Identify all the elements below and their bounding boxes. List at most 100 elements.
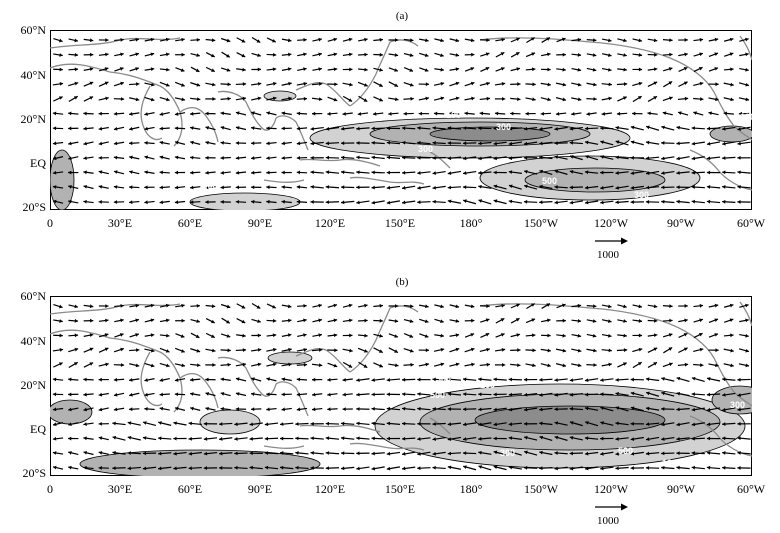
wind-arrow	[449, 81, 460, 87]
wind-arrow	[723, 303, 734, 308]
wind-arrow	[464, 333, 475, 338]
wind-arrow	[494, 111, 506, 116]
wind-arrow	[523, 169, 538, 175]
wind-arrow	[190, 111, 201, 116]
wind-arrow	[296, 156, 308, 160]
wind-arrow	[630, 155, 644, 160]
wind-arrow	[219, 451, 233, 456]
wind-arrow	[630, 377, 644, 382]
wind-arrow	[706, 141, 721, 146]
wind-arrow	[434, 52, 444, 58]
wind-arrow	[462, 436, 477, 441]
coastline	[479, 303, 671, 325]
wind-arrow	[586, 112, 597, 116]
wind-arrow	[661, 185, 675, 190]
wind-arrow	[144, 392, 155, 397]
wind-arrow	[601, 319, 612, 323]
wind-arrow	[615, 155, 629, 160]
wind-arrow	[737, 155, 751, 160]
contour-label: 500	[618, 446, 633, 456]
wind-arrow	[296, 170, 308, 175]
wind-arrow	[52, 451, 64, 455]
wind-arrow	[373, 362, 384, 368]
wind-arrow	[386, 406, 401, 411]
wind-arrow	[205, 97, 216, 101]
panel-b: (b) 60°N 40°N 20°N EQ 20°S 300 500 300 100 5…	[0, 266, 780, 532]
wind-arrow	[554, 185, 568, 189]
wind-arrow	[203, 451, 218, 456]
wind-arrow	[113, 170, 125, 175]
wind-arrow	[205, 332, 216, 339]
wind-arrow	[325, 466, 340, 471]
wind-arrow	[174, 200, 186, 205]
wind-arrow	[691, 126, 705, 131]
wind-arrow	[205, 200, 216, 204]
wind-arrow	[190, 348, 201, 353]
wind-arrow	[676, 465, 690, 470]
shaded-region	[711, 385, 752, 415]
wind-arrow	[417, 406, 431, 411]
wind-arrow	[112, 466, 126, 471]
wind-arrow	[220, 96, 231, 101]
wind-arrow	[357, 81, 368, 87]
wind-arrow	[615, 171, 629, 175]
wind-arrow	[555, 111, 567, 116]
wind-arrow	[386, 126, 401, 131]
wind-arrow	[540, 67, 551, 72]
wind-arrow	[678, 332, 688, 338]
wind-arrow	[340, 170, 355, 175]
wind-arrow	[584, 185, 599, 190]
wind-arrow	[434, 333, 444, 338]
x-tick-label: 60°E	[177, 482, 203, 496]
wind-arrow	[52, 170, 64, 175]
shaded-region	[50, 399, 93, 425]
wind-arrow	[691, 451, 705, 455]
wind-arrow	[479, 38, 490, 43]
wind-arrow	[678, 347, 688, 354]
wind-arrow	[68, 199, 79, 204]
wind-arrow	[737, 451, 751, 455]
wind-arrow	[708, 37, 719, 42]
wind-arrow	[722, 465, 736, 470]
wind-arrow	[556, 37, 566, 43]
wind-arrow	[539, 407, 553, 412]
wind-arrow	[691, 407, 705, 412]
wind-arrow	[571, 52, 582, 57]
wind-arrow	[52, 199, 64, 204]
wind-arrow	[190, 82, 201, 87]
wind-arrow	[555, 97, 567, 102]
x-tick-label: 150°W	[523, 216, 559, 230]
wind-arrow	[616, 111, 628, 116]
wind-arrow	[524, 450, 538, 456]
wind-arrow	[523, 199, 538, 204]
wind-arrow	[739, 333, 749, 338]
wind-arrow	[174, 81, 185, 87]
wind-arrow	[297, 333, 307, 338]
wind-arrow	[708, 67, 719, 72]
wind-arrow	[173, 466, 187, 471]
wind-arrow	[510, 97, 521, 102]
wind-arrow	[235, 82, 247, 86]
wind-arrow	[205, 66, 216, 73]
reference-arrow-icon	[595, 503, 628, 511]
wind-arrow	[310, 451, 324, 455]
wind-arrow	[173, 451, 187, 456]
wind-arrow	[174, 406, 186, 411]
wind-arrow	[526, 302, 536, 310]
wind-arrow	[279, 422, 294, 427]
wind-arrow	[127, 466, 141, 471]
wind-arrow	[129, 303, 140, 308]
wind-arrow	[586, 97, 597, 101]
wind-arrow	[539, 435, 553, 442]
contour-label: 500	[430, 390, 445, 400]
wind-arrow	[327, 37, 338, 42]
wind-arrow	[647, 67, 658, 72]
wind-arrow	[205, 52, 216, 58]
wind-arrow	[190, 318, 201, 323]
wind-arrow	[508, 450, 522, 456]
wind-arrow	[113, 407, 125, 412]
wind-arrow	[418, 82, 430, 87]
wind-arrow	[312, 318, 322, 323]
wind-arrow	[310, 199, 324, 204]
y-tick-label: 60°N	[20, 289, 46, 303]
